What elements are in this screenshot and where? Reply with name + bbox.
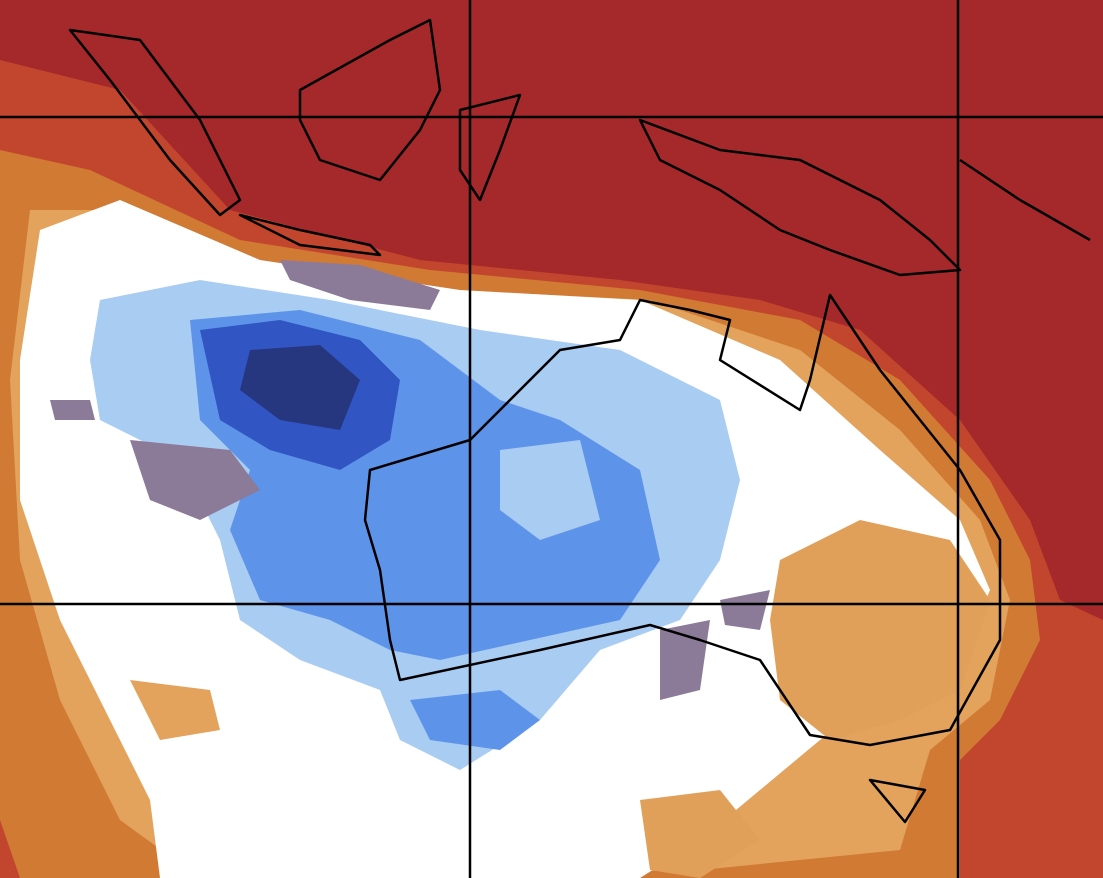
inland-light-patch: [500, 440, 600, 540]
new-guinea-coast: [638, 118, 962, 277]
borneo-coast: [298, 18, 442, 182]
purple-patch: [130, 440, 260, 520]
sumatra-coast: [68, 28, 242, 217]
coastlines: [68, 18, 1091, 824]
south-blue-patch: [410, 690, 540, 750]
purple-patch: [50, 400, 95, 420]
darkest-blue-region: [240, 345, 360, 430]
southwest-warm-patch: [130, 680, 220, 740]
australia-coast: [363, 293, 1002, 747]
east-warm-patch: [770, 520, 990, 740]
orange-over-land: [130, 520, 990, 878]
purple-patch: [280, 260, 440, 310]
cool-regions: [90, 280, 740, 770]
purple-patches: [50, 260, 770, 700]
sulawesi-coast: [458, 93, 522, 202]
south-warm-patch: [640, 790, 760, 878]
islands-coast: [959, 158, 1091, 242]
tasmania-coast: [868, 778, 927, 824]
java-coast: [238, 213, 382, 257]
purple-patch: [720, 590, 770, 630]
